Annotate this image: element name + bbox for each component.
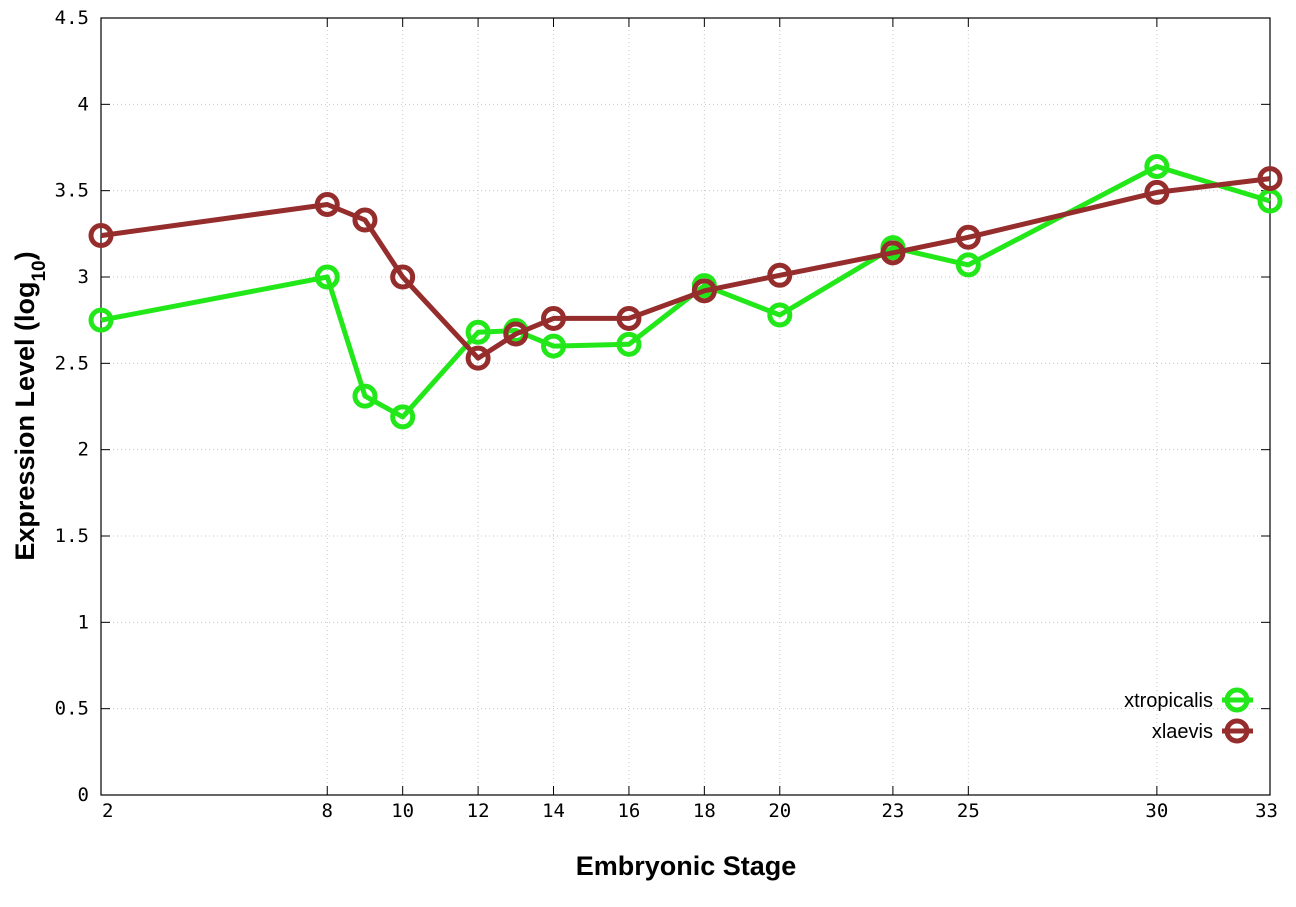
data-point-xlaevis [691,278,717,304]
x-tick-label: 18 [693,800,716,822]
data-point-xtropicalis [390,404,416,430]
data-point-xtropicalis [1144,153,1170,179]
y-tick-label: 0 [78,784,89,806]
data-point-xlaevis [503,321,529,347]
data-point-xtropicalis [88,307,114,333]
grid [101,18,1270,795]
y-tick-label: 2.5 [55,352,89,374]
x-tick-label: 16 [617,800,640,822]
tick-labels: 0 0.5 1 1.5 2 2.5 3 3.5 4 4.5 2 8 10 12 14 16 18 20 23 25 30… [55,7,1278,822]
series-line-xlaevis [100,176,1271,361]
axis-ticks [100,17,1271,796]
y-tick-label: 0.5 [55,698,89,720]
x-tick-label: 30 [1145,800,1168,822]
data-point-xlaevis [616,305,642,331]
series-line-xtropicalis [100,164,1271,420]
x-tick-label: 23 [881,800,904,822]
x-tick-label: 2 [102,800,113,822]
x-tick-label: 12 [467,800,490,822]
data-point-xtropicalis [955,252,981,278]
legend-marker-xlaevis [1224,718,1250,744]
data-point-xlaevis [88,223,114,249]
legend-marker-xtropicalis [1224,687,1250,713]
legend-label-xlaevis: xlaevis [1152,721,1213,743]
data-point-xlaevis [465,345,491,371]
x-tick-label: 14 [542,800,565,822]
x-axis-title: Embryonic Stage [576,851,797,881]
y-axis-title-suffix: ) [10,251,40,260]
y-tick-label: 3 [78,266,89,288]
data-point-xlaevis [314,191,340,217]
plot-frame [100,17,1271,796]
y-tick-label: 1 [78,611,89,633]
data-point-xtropicalis [616,331,642,357]
y-axis-title-subscript: 10 [29,260,50,281]
data-point-xlaevis [541,305,567,331]
data-point-xlaevis [955,224,981,250]
x-tick-label: 10 [391,800,414,822]
y-tick-label: 4.5 [55,7,89,29]
y-tick-label: 4 [78,93,89,115]
y-tick-label: 3.5 [55,180,89,202]
series-layer [88,153,1283,430]
legend: xtropicalis xlaevis [1124,687,1253,744]
legend-label-xtropicalis: xtropicalis [1124,690,1213,712]
y-tick-label: 1.5 [55,525,89,547]
y-tick-label: 2 [78,439,89,461]
data-point-xtropicalis [767,302,793,328]
data-point-xlaevis [880,240,906,266]
data-point-xlaevis [1144,179,1170,205]
data-point-xlaevis [352,207,378,233]
x-tick-label: 25 [957,800,980,822]
x-tick-label: 33 [1255,800,1278,822]
data-point-xtropicalis [541,333,567,359]
data-point-xlaevis [1257,166,1283,192]
data-point-xtropicalis [465,319,491,345]
data-point-xtropicalis [314,264,340,290]
data-point-xlaevis [767,262,793,288]
data-point-xlaevis [390,264,416,290]
data-point-xtropicalis [352,383,378,409]
x-tick-label: 20 [768,800,791,822]
x-tick-label: 8 [322,800,333,822]
y-axis-title-main: Expression Level (log [10,282,40,561]
y-axis-title: Expression Level (log10) [10,251,50,560]
